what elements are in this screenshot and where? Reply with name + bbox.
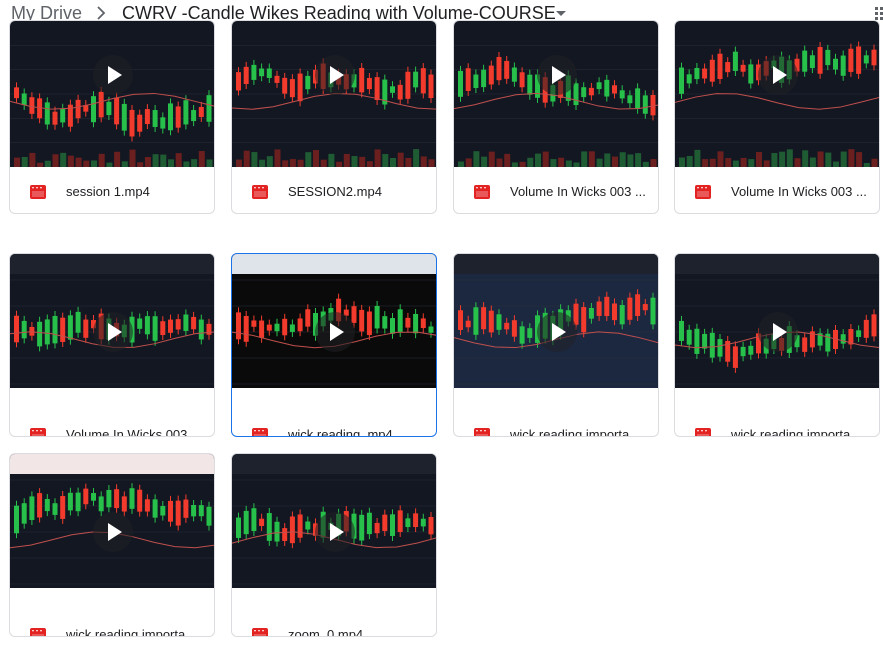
video-icon [474, 185, 490, 199]
play-button[interactable] [537, 55, 577, 95]
video-thumbnail[interactable] [10, 254, 214, 388]
video-icon [30, 628, 46, 636]
video-thumbnail[interactable] [232, 21, 436, 167]
play-icon [552, 323, 566, 341]
play-icon [108, 323, 122, 341]
play-icon [330, 66, 344, 84]
chart-preview [675, 254, 879, 388]
file-card-footer: session 1.mp4 [10, 167, 214, 213]
video-thumbnail[interactable] [10, 21, 214, 167]
play-icon [330, 523, 344, 541]
file-name: Volume In Wicks 003 ... [66, 427, 202, 437]
video-thumbnail[interactable] [232, 454, 436, 588]
file-name: wick reading importa... [731, 427, 862, 437]
play-icon [108, 66, 122, 84]
breadcrumb-current-folder[interactable]: CWRV -Candle Wikes Reading with Volume-C… [122, 3, 556, 23]
play-icon [552, 66, 566, 84]
video-thumbnail[interactable] [232, 254, 436, 388]
file-card[interactable]: Volume In Wicks 003 ... [9, 253, 215, 437]
grid-view-icon[interactable] [875, 7, 883, 21]
breadcrumb-my-drive[interactable]: My Drive [11, 3, 82, 23]
file-card[interactable]: Volume In Wicks 003 ... [453, 20, 659, 214]
video-icon [30, 185, 46, 199]
chart-preview [232, 254, 436, 388]
file-card-footer: Volume In Wicks 003 ... [454, 167, 658, 213]
chevron-right-icon [97, 6, 106, 20]
dropdown-arrow-icon[interactable] [555, 10, 567, 18]
file-name: wick reading importa... [66, 627, 197, 637]
play-button[interactable] [93, 512, 133, 552]
file-card-footer: zoom_0.mp4 [232, 610, 436, 637]
video-thumbnail[interactable] [454, 254, 658, 388]
file-card-footer: Volume In Wicks 003 ... [675, 167, 879, 213]
video-icon [30, 428, 46, 436]
file-name: session 1.mp4 [66, 184, 150, 199]
play-icon [108, 523, 122, 541]
play-button[interactable] [93, 55, 133, 95]
play-button[interactable] [758, 55, 798, 95]
file-card[interactable]: zoom_0.mp4 [231, 453, 437, 637]
play-button[interactable] [315, 312, 355, 352]
file-card[interactable]: wick reading .mp4 [231, 253, 437, 437]
play-button[interactable] [315, 512, 355, 552]
file-card[interactable]: wick reading importa... [9, 453, 215, 637]
video-thumbnail[interactable] [454, 21, 658, 167]
video-thumbnail[interactable] [10, 454, 214, 588]
play-button[interactable] [315, 55, 355, 95]
file-name: zoom_0.mp4 [288, 627, 364, 637]
video-icon [695, 428, 711, 436]
file-card-footer: Volume In Wicks 003 ... [10, 410, 214, 437]
play-button[interactable] [93, 312, 133, 352]
file-name: Volume In Wicks 003 ... [731, 184, 867, 199]
video-icon [252, 185, 268, 199]
file-card[interactable]: session 1.mp4 [9, 20, 215, 214]
file-card[interactable]: SESSION2.mp4 [231, 20, 437, 214]
play-icon [330, 323, 344, 341]
file-card-footer: wick reading importa... [454, 410, 658, 437]
file-card-footer: SESSION2.mp4 [232, 167, 436, 213]
file-card[interactable]: Volume In Wicks 003 ... [674, 20, 880, 214]
play-button[interactable] [537, 312, 577, 352]
file-card-footer: wick reading importa... [10, 610, 214, 637]
file-card-footer: wick reading importa... [675, 410, 879, 437]
file-card-footer: wick reading .mp4 [232, 410, 436, 437]
play-icon [773, 66, 787, 84]
file-card[interactable]: wick reading importa... [453, 253, 659, 437]
video-icon [252, 428, 268, 436]
file-card[interactable]: wick reading importa... [674, 253, 880, 437]
video-icon [474, 428, 490, 436]
play-icon [773, 323, 787, 341]
file-name: wick reading .mp4 [288, 427, 393, 437]
play-button[interactable] [758, 312, 798, 352]
file-name: wick reading importa... [510, 427, 641, 437]
video-thumbnail[interactable] [675, 21, 879, 167]
file-name: SESSION2.mp4 [288, 184, 382, 199]
video-icon [695, 185, 711, 199]
video-thumbnail[interactable] [675, 254, 879, 388]
video-icon [252, 628, 268, 636]
file-name: Volume In Wicks 003 ... [510, 184, 646, 199]
